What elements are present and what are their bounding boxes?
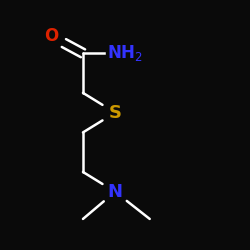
Text: O: O [44, 27, 58, 45]
Text: N: N [108, 183, 122, 201]
Text: S: S [108, 104, 122, 122]
Text: NH$_2$: NH$_2$ [107, 43, 143, 63]
